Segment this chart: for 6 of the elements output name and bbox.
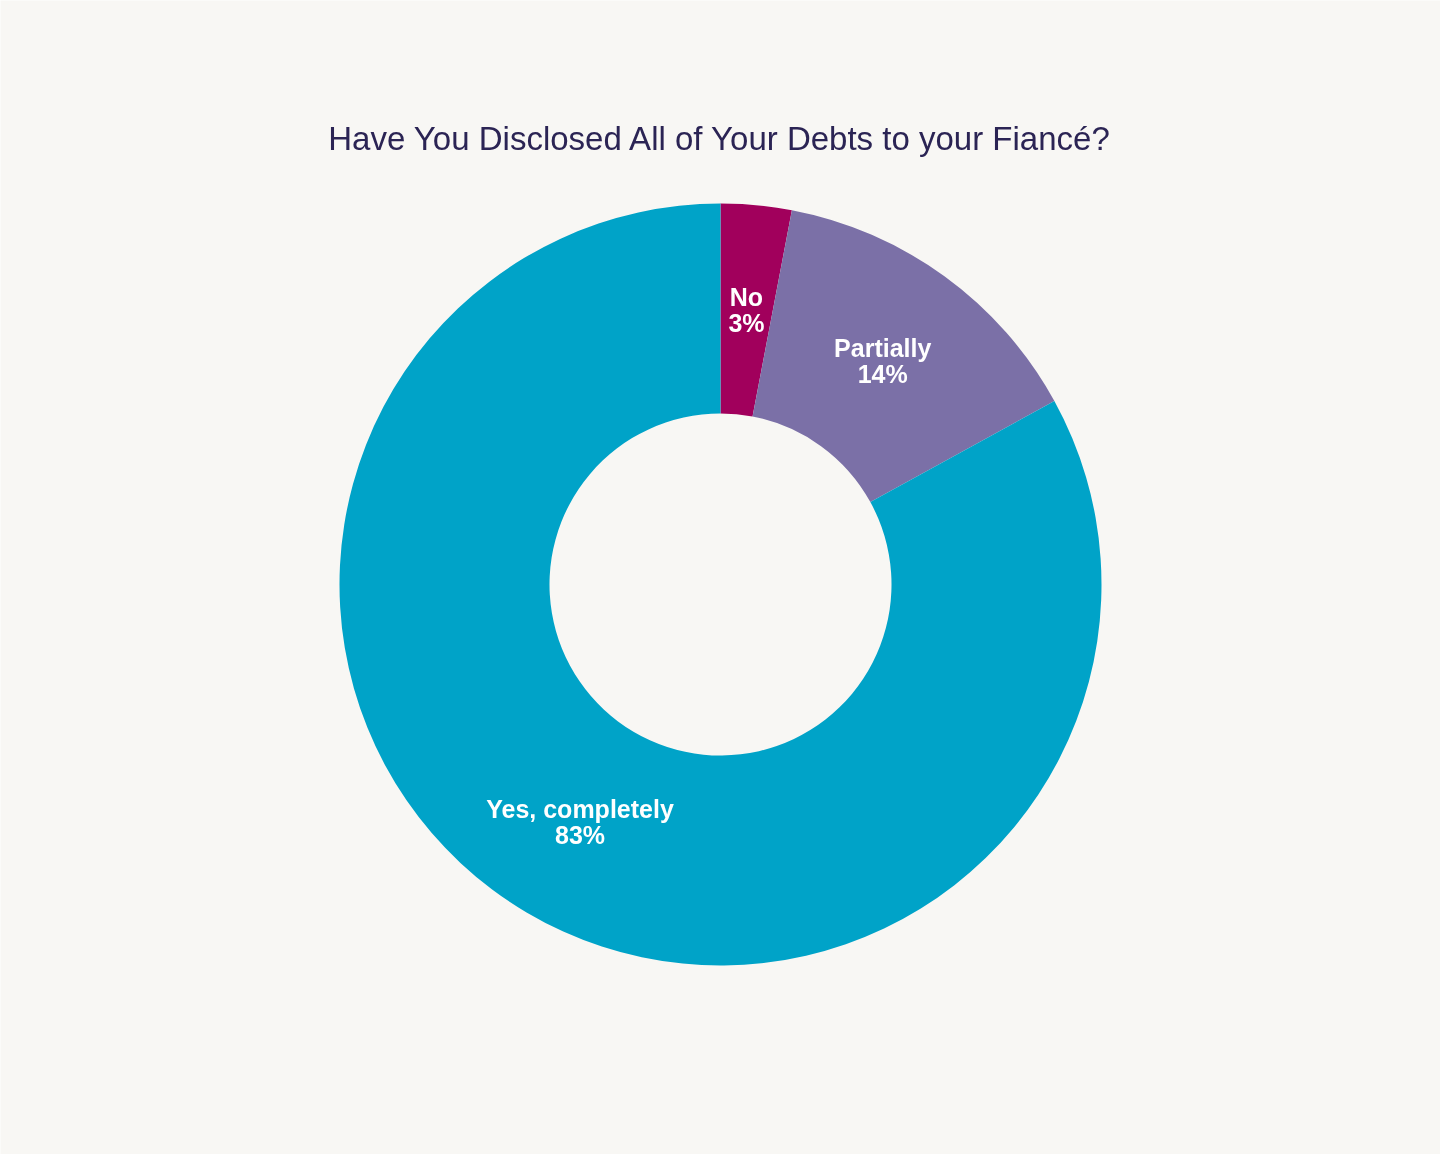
data-label: 14%	[857, 360, 908, 389]
slice-label: Yes, completely	[486, 795, 674, 824]
data-label: 3%	[728, 308, 765, 337]
slice-label: Partially	[834, 334, 932, 363]
chart-title: Have You Disclosed All of Your Debts to your Fiancé?	[328, 120, 1110, 157]
slice-label: No	[729, 282, 764, 311]
